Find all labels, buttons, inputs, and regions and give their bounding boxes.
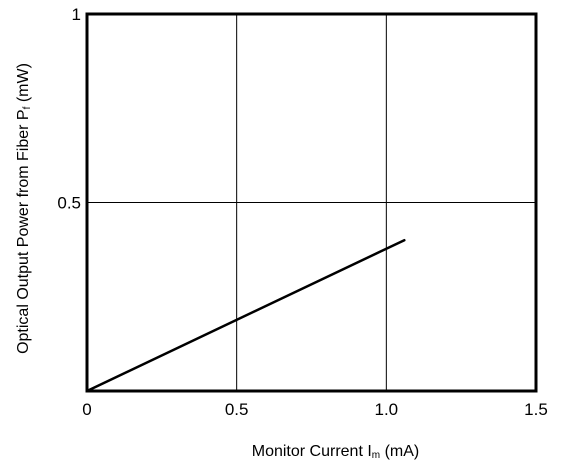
grid-layer: [87, 14, 536, 391]
y-axis-label-subscript: f: [22, 106, 33, 109]
x-axis-label-main: Monitor Current I: [252, 443, 372, 460]
x-axis-label: Monitor Current Im (mA): [252, 443, 420, 461]
x-tick-label-3: 1.5: [524, 400, 548, 419]
series-layer: [85, 238, 406, 393]
y-tick-label-0: 0.5: [57, 194, 81, 213]
x-tick-labels: 0 0.5 1.0 1.5: [82, 400, 548, 419]
x-axis-label-subscript: m: [372, 450, 380, 461]
y-tick-label-1: 1: [72, 5, 81, 24]
x-tick-label-2: 1.0: [375, 400, 399, 419]
x-axis-label-unit: (mA): [380, 443, 419, 460]
x-tick-label-0: 0: [82, 400, 91, 419]
x-tick-label-1: 0.5: [225, 400, 249, 419]
plot-frame: [85, 12, 538, 393]
y-axis-label: Optical Output Power from Fiber Pf (mW): [15, 63, 33, 354]
y-axis-label-main: Optical Output Power from Fiber P: [15, 109, 32, 354]
y-axis-label-unit: (mW): [15, 63, 32, 107]
y-tick-labels: 0.51: [57, 5, 81, 213]
series-line-0: [85, 238, 406, 393]
